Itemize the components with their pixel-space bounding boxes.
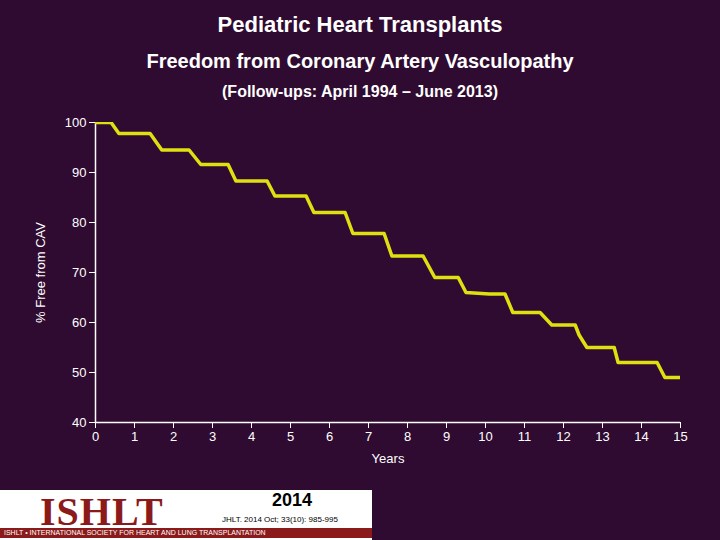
svg-text:80: 80 xyxy=(72,215,86,230)
svg-text:% Free from CAV: % Free from CAV xyxy=(33,222,48,323)
svg-text:12: 12 xyxy=(556,429,570,444)
svg-text:40: 40 xyxy=(72,415,86,430)
svg-text:13: 13 xyxy=(595,429,609,444)
svg-text:70: 70 xyxy=(72,265,86,280)
svg-text:14: 14 xyxy=(634,429,648,444)
svg-text:8: 8 xyxy=(404,429,411,444)
svg-text:7: 7 xyxy=(365,429,372,444)
svg-text:15: 15 xyxy=(673,429,687,444)
html-text:Freedom from Coronary Artery V: Freedom from Coronary Artery Vasculopath… xyxy=(146,50,574,72)
html-text:Pediatric Heart Transplants: Pediatric Heart Transplants xyxy=(217,12,503,37)
html-text:(Follow-ups: April 1994 – June: (Follow-ups: April 1994 – June 2013) xyxy=(222,83,498,100)
html-text:ISHLT • INTERNATIONAL SOCIETY: ISHLT • INTERNATIONAL SOCIETY FOR HEART … xyxy=(4,529,266,536)
svg-text:10: 10 xyxy=(478,429,492,444)
svg-text:Years: Years xyxy=(372,451,405,466)
svg-text:2: 2 xyxy=(170,429,177,444)
html-text:JHLT. 2014 Oct; 33(10): 985-99: JHLT. 2014 Oct; 33(10): 985-995 xyxy=(222,515,338,524)
svg-text:4: 4 xyxy=(248,429,255,444)
html-text:ISHLT: ISHLT xyxy=(40,489,164,534)
svg-text:5: 5 xyxy=(287,429,294,444)
html-text:2014: 2014 xyxy=(272,490,312,510)
svg-text:60: 60 xyxy=(72,315,86,330)
svg-text:50: 50 xyxy=(72,365,86,380)
svg-text:100: 100 xyxy=(65,115,87,130)
svg-text:6: 6 xyxy=(326,429,333,444)
svg-text:1: 1 xyxy=(131,429,138,444)
svg-text:3: 3 xyxy=(209,429,216,444)
svg-text:9: 9 xyxy=(443,429,450,444)
svg-text:11: 11 xyxy=(518,429,532,444)
svg-text:90: 90 xyxy=(72,165,86,180)
svg-text:0: 0 xyxy=(92,429,99,444)
